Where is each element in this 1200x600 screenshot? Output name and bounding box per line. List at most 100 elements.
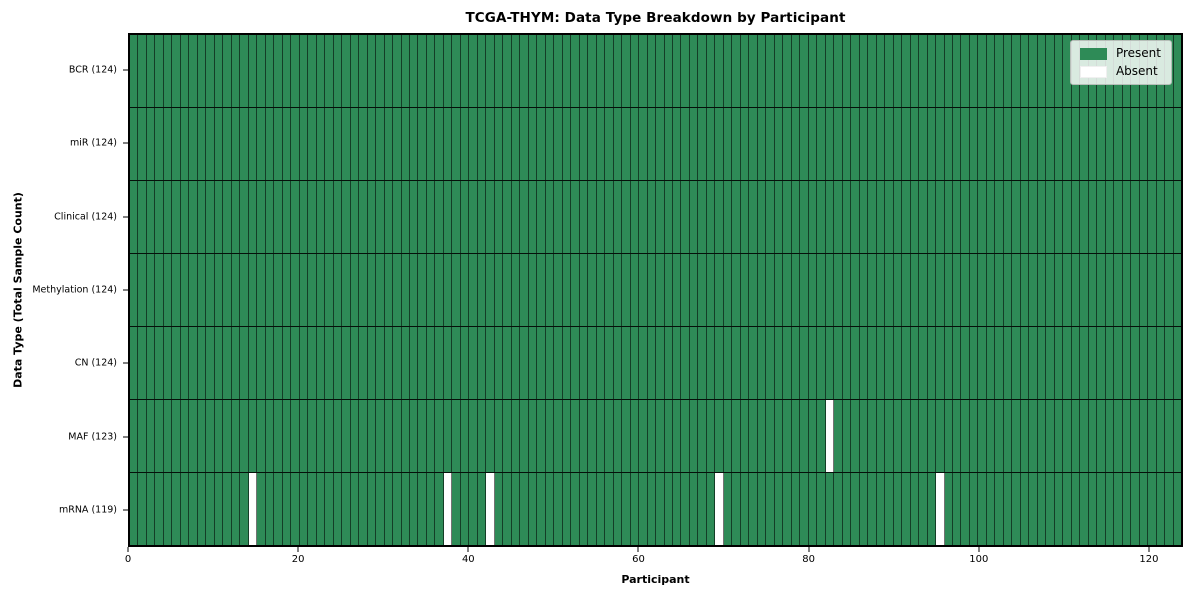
cell-present — [393, 254, 402, 326]
cell-present — [817, 327, 826, 399]
cell-present — [1156, 327, 1166, 399]
cell-present — [274, 400, 283, 472]
cell-present — [715, 35, 724, 107]
cell-present — [409, 400, 419, 472]
cell-present — [774, 108, 784, 180]
cell-present — [834, 400, 843, 472]
cell-present — [520, 327, 529, 399]
cell-present — [418, 473, 427, 545]
cell-present — [1097, 108, 1106, 180]
y-tick-label-mRNA: mRNA (119) — [58, 504, 117, 516]
cell-present — [664, 181, 673, 253]
cell-present — [1173, 181, 1182, 253]
cell-present — [240, 400, 249, 472]
cell-present — [384, 473, 394, 545]
cell-present — [163, 181, 173, 253]
cell-present — [1054, 108, 1064, 180]
cell-present — [986, 400, 996, 472]
cell-present — [1054, 181, 1064, 253]
cell-present — [723, 181, 733, 253]
cell-present — [1088, 254, 1098, 326]
cell-present — [325, 181, 334, 253]
cell-present — [376, 108, 385, 180]
present-color-swatch — [1079, 47, 1107, 60]
cell-present — [350, 108, 360, 180]
cell-present — [732, 400, 741, 472]
cell-present — [732, 35, 741, 107]
cell-present — [817, 108, 826, 180]
cell-present — [189, 473, 198, 545]
cell-present — [274, 181, 283, 253]
y-tick-mark — [123, 142, 128, 144]
cell-present — [503, 327, 512, 399]
cell-present — [1003, 108, 1013, 180]
cell-present — [698, 473, 707, 545]
cell-present — [130, 400, 139, 472]
cell-present — [206, 181, 215, 253]
cell-present — [1063, 473, 1072, 545]
x-axis: 0 20 40 60 80 100 120 — [125, 547, 1183, 569]
cell-present — [715, 327, 724, 399]
cell-present — [673, 473, 682, 545]
cell-present — [257, 254, 266, 326]
cell-present — [579, 473, 589, 545]
cell-present — [197, 327, 207, 399]
cell-present — [902, 181, 911, 253]
cell-present — [231, 327, 241, 399]
cell-present — [647, 35, 657, 107]
cell-present — [291, 181, 300, 253]
cell-present — [1003, 327, 1013, 399]
cell-present — [783, 473, 792, 545]
x-tick-mark — [1148, 547, 1150, 552]
cell-present — [749, 254, 758, 326]
cell-present — [1071, 181, 1081, 253]
cell-present — [876, 400, 886, 472]
cell-present — [197, 254, 207, 326]
cell-present — [664, 35, 673, 107]
cell-present — [1071, 254, 1081, 326]
cell-present — [800, 108, 809, 180]
cell-present — [367, 35, 377, 107]
cell-present — [961, 473, 970, 545]
cell-present — [1173, 108, 1182, 180]
cell-present — [783, 181, 792, 253]
cell-present — [656, 108, 665, 180]
cell-present — [834, 181, 843, 253]
cell-present — [486, 254, 495, 326]
cell-present — [214, 35, 224, 107]
cell-present — [342, 181, 351, 253]
cell-present — [426, 35, 436, 107]
cell-present — [969, 181, 979, 253]
cell-present — [834, 254, 843, 326]
cell-present — [902, 327, 911, 399]
cell-present — [443, 181, 453, 253]
cell-present — [681, 327, 690, 399]
cell-present — [749, 327, 758, 399]
cell-present — [189, 181, 198, 253]
cell-present — [486, 327, 495, 399]
cell-present — [1122, 400, 1132, 472]
cell-present — [1156, 108, 1166, 180]
cell-present — [299, 108, 309, 180]
cell-present — [231, 473, 241, 545]
cell-present — [214, 400, 224, 472]
cell-present — [893, 254, 903, 326]
cell-present — [1037, 35, 1047, 107]
cell-present — [1114, 254, 1123, 326]
cell-present — [367, 254, 377, 326]
cell-present — [528, 327, 538, 399]
cell-present — [316, 108, 326, 180]
cell-present — [978, 327, 987, 399]
cell-present — [715, 254, 724, 326]
cell-present — [494, 327, 504, 399]
cell-present — [189, 400, 198, 472]
cell-present — [1165, 108, 1174, 180]
cell-present — [240, 254, 249, 326]
cell-present — [800, 473, 809, 545]
cell-present — [503, 473, 512, 545]
cell-present — [367, 473, 377, 545]
cell-present — [130, 254, 139, 326]
cell-present — [927, 35, 937, 107]
cell-present — [1114, 108, 1123, 180]
